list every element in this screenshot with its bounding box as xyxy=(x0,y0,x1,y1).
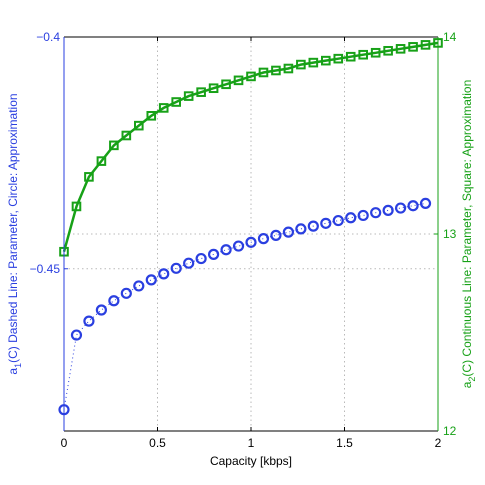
series-2-point xyxy=(134,120,144,131)
series-2-point xyxy=(121,130,132,141)
right-tick-label: 13 xyxy=(443,227,457,241)
series-2-point xyxy=(221,79,231,90)
series-1-point xyxy=(257,233,270,245)
x-tick-label: 2 xyxy=(435,436,442,450)
series-2-point xyxy=(208,83,219,94)
series-1-point xyxy=(95,304,108,316)
series-1-point xyxy=(332,214,344,227)
x-tick-label: 1.5 xyxy=(336,436,353,450)
axes xyxy=(63,36,439,432)
series-2-point xyxy=(84,172,94,182)
series-1-point xyxy=(307,220,319,232)
series-1-point xyxy=(370,207,382,219)
series-2-point xyxy=(296,59,306,70)
right-tick-label: 14 xyxy=(443,30,457,44)
series-2-point xyxy=(246,71,256,82)
series-1-point xyxy=(158,268,170,280)
series-markers xyxy=(58,38,443,416)
series-2-point xyxy=(71,201,82,212)
series-2-point xyxy=(358,49,368,60)
series-1-point xyxy=(133,280,145,292)
tick-labels: 0 0.5 1 1.5 2 −0.4 −0.45 14 13 12 xyxy=(30,30,457,450)
series-2-point xyxy=(196,87,206,97)
series-1-point xyxy=(345,212,357,224)
series-1-point xyxy=(357,209,369,222)
series-2-point xyxy=(321,55,331,66)
series-1-point xyxy=(220,244,232,256)
series-1-point xyxy=(395,202,407,214)
series-1-point xyxy=(270,229,282,241)
series-2-point xyxy=(283,63,294,74)
x-tick-label: 0.5 xyxy=(149,436,166,450)
series-1-point xyxy=(170,262,182,274)
series-2-point xyxy=(408,42,418,52)
series-1-point xyxy=(183,257,195,269)
series-2-point xyxy=(345,51,356,62)
series-1-point xyxy=(70,329,83,341)
grid-lines xyxy=(64,37,438,431)
series-2-point xyxy=(233,75,244,86)
left-axis-label-subscript: 1 xyxy=(13,363,23,368)
series-2-point xyxy=(370,47,381,58)
series-1-point xyxy=(407,200,419,212)
series-2-point xyxy=(171,97,181,107)
right-axis-label: a2(C) Continuous Line: Parameter, Square… xyxy=(460,80,477,389)
series-1-point xyxy=(419,197,432,210)
series-1-point xyxy=(145,274,157,286)
series-2-point xyxy=(420,40,431,50)
series-1-point xyxy=(382,204,394,216)
series-1-point xyxy=(295,223,307,235)
series-1-point xyxy=(320,217,332,229)
series-2-point xyxy=(158,103,169,113)
series-1-point xyxy=(108,295,120,307)
series-2-point xyxy=(383,45,393,56)
series-2-point xyxy=(258,67,269,78)
series-2-line xyxy=(62,41,439,253)
series-lines xyxy=(62,41,439,410)
series-1-point xyxy=(232,240,245,252)
series-2-point xyxy=(271,65,281,76)
series-2-point xyxy=(395,44,406,54)
series-1-point xyxy=(208,248,220,260)
x-axis-label: Capacity [kbps] xyxy=(210,454,292,468)
right-axis-label-subscript: 2 xyxy=(467,377,477,382)
series-2-point xyxy=(109,140,119,151)
series-2-point xyxy=(96,156,107,166)
series-1-point xyxy=(245,236,257,248)
x-tick-label: 0 xyxy=(61,436,68,450)
series-2-point xyxy=(146,111,157,121)
x-tick-label: 1 xyxy=(248,436,255,450)
left-tick-label: −0.4 xyxy=(36,30,60,44)
left-tick-label: −0.45 xyxy=(30,262,61,276)
series-1-point xyxy=(195,252,207,265)
left-axis-label: a1(C) Dashed Line: Parameter, Circle: Ap… xyxy=(6,93,23,374)
series-1-point xyxy=(120,287,132,299)
series-2-point xyxy=(183,91,194,101)
series-2-point xyxy=(333,53,344,64)
series-1-point xyxy=(83,315,95,327)
series-2-point xyxy=(308,57,319,68)
right-tick-label: 12 xyxy=(443,424,457,438)
series-1-point xyxy=(282,226,294,238)
